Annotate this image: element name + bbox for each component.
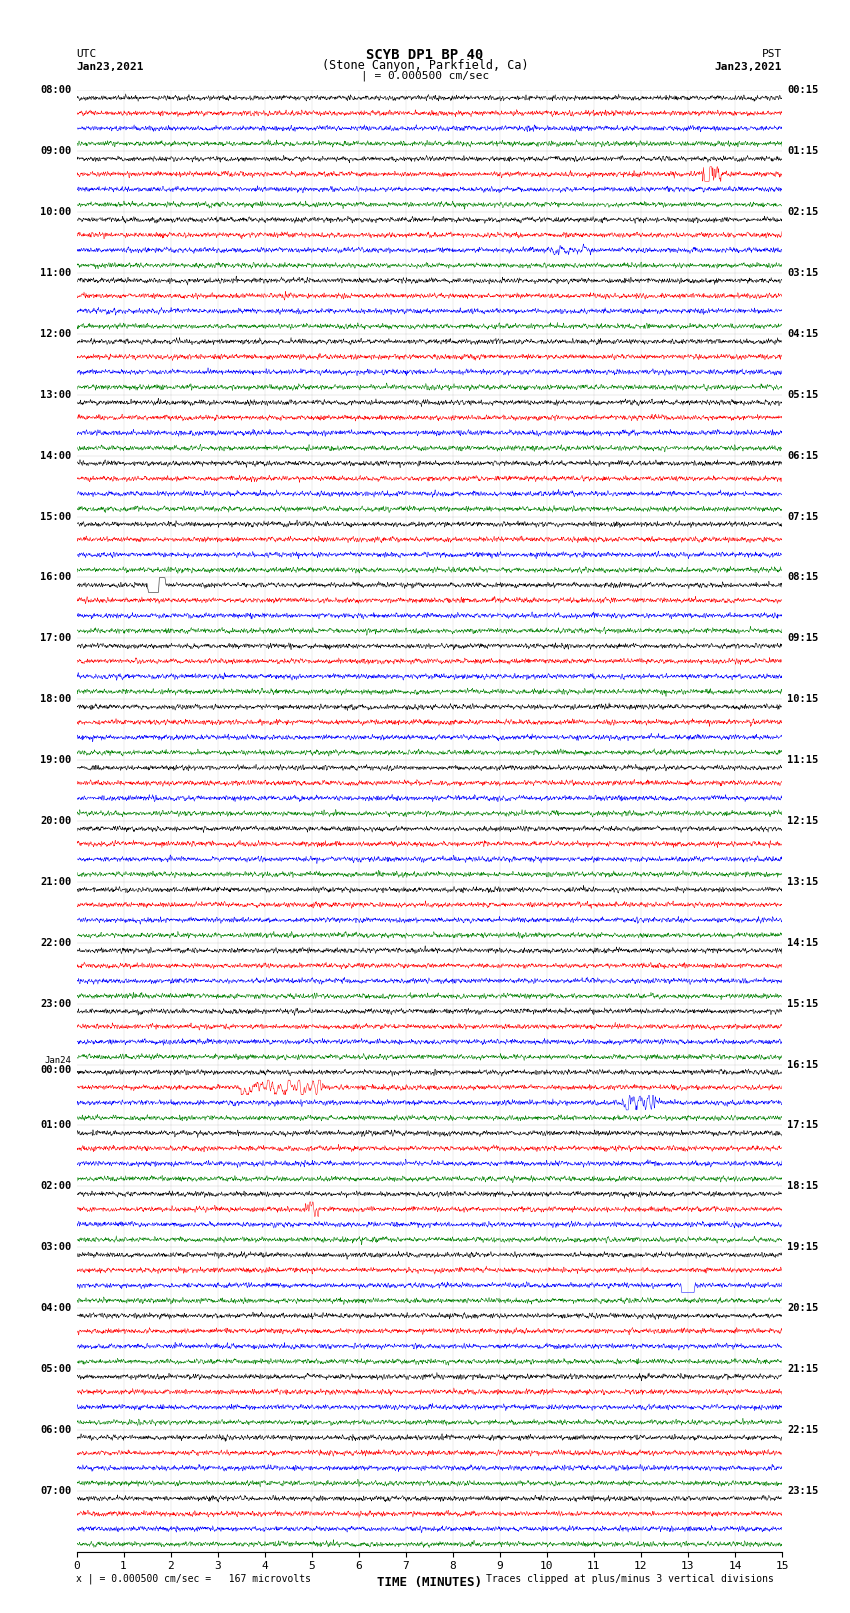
Text: SCYB DP1 BP 40: SCYB DP1 BP 40 bbox=[366, 48, 484, 63]
Text: 11:15: 11:15 bbox=[787, 755, 819, 765]
X-axis label: TIME (MINUTES): TIME (MINUTES) bbox=[377, 1576, 482, 1589]
Text: 05:00: 05:00 bbox=[40, 1365, 71, 1374]
Text: 23:15: 23:15 bbox=[787, 1486, 819, 1495]
Text: 14:00: 14:00 bbox=[40, 450, 71, 461]
Text: 00:00: 00:00 bbox=[40, 1065, 71, 1074]
Text: | = 0.000500 cm/sec: | = 0.000500 cm/sec bbox=[361, 71, 489, 82]
Text: 08:00: 08:00 bbox=[40, 85, 71, 95]
Text: 22:00: 22:00 bbox=[40, 937, 71, 948]
Text: 23:00: 23:00 bbox=[40, 998, 71, 1008]
Text: 01:15: 01:15 bbox=[787, 147, 819, 156]
Text: 11:00: 11:00 bbox=[40, 268, 71, 277]
Text: 10:00: 10:00 bbox=[40, 206, 71, 218]
Text: 12:00: 12:00 bbox=[40, 329, 71, 339]
Text: (Stone Canyon, Parkfield, Ca): (Stone Canyon, Parkfield, Ca) bbox=[321, 58, 529, 71]
Text: 08:15: 08:15 bbox=[787, 573, 819, 582]
Text: 13:00: 13:00 bbox=[40, 390, 71, 400]
Text: 13:15: 13:15 bbox=[787, 877, 819, 887]
Text: Jan24: Jan24 bbox=[45, 1055, 71, 1065]
Text: 07:15: 07:15 bbox=[787, 511, 819, 521]
Text: 06:00: 06:00 bbox=[40, 1424, 71, 1436]
Text: 14:15: 14:15 bbox=[787, 937, 819, 948]
Text: 03:00: 03:00 bbox=[40, 1242, 71, 1252]
Text: 03:15: 03:15 bbox=[787, 268, 819, 277]
Text: 00:15: 00:15 bbox=[787, 85, 819, 95]
Text: 17:15: 17:15 bbox=[787, 1121, 819, 1131]
Text: 16:15: 16:15 bbox=[787, 1060, 819, 1069]
Text: 21:15: 21:15 bbox=[787, 1365, 819, 1374]
Text: 22:15: 22:15 bbox=[787, 1424, 819, 1436]
Text: 20:15: 20:15 bbox=[787, 1303, 819, 1313]
Text: 07:00: 07:00 bbox=[40, 1486, 71, 1495]
Text: Traces clipped at plus/minus 3 vertical divisions: Traces clipped at plus/minus 3 vertical … bbox=[485, 1574, 774, 1584]
Text: 10:15: 10:15 bbox=[787, 694, 819, 705]
Text: 01:00: 01:00 bbox=[40, 1121, 71, 1131]
Text: 15:00: 15:00 bbox=[40, 511, 71, 521]
Text: UTC: UTC bbox=[76, 48, 97, 58]
Text: 20:00: 20:00 bbox=[40, 816, 71, 826]
Text: 18:15: 18:15 bbox=[787, 1181, 819, 1192]
Text: 21:00: 21:00 bbox=[40, 877, 71, 887]
Text: 05:15: 05:15 bbox=[787, 390, 819, 400]
Text: 09:15: 09:15 bbox=[787, 634, 819, 644]
Text: 19:00: 19:00 bbox=[40, 755, 71, 765]
Text: 04:15: 04:15 bbox=[787, 329, 819, 339]
Text: 18:00: 18:00 bbox=[40, 694, 71, 705]
Text: Jan23,2021: Jan23,2021 bbox=[715, 61, 782, 71]
Text: 09:00: 09:00 bbox=[40, 147, 71, 156]
Text: x | = 0.000500 cm/sec =   167 microvolts: x | = 0.000500 cm/sec = 167 microvolts bbox=[76, 1574, 311, 1584]
Text: 15:15: 15:15 bbox=[787, 998, 819, 1008]
Text: 02:00: 02:00 bbox=[40, 1181, 71, 1192]
Text: Jan23,2021: Jan23,2021 bbox=[76, 61, 144, 71]
Text: 02:15: 02:15 bbox=[787, 206, 819, 218]
Text: 16:00: 16:00 bbox=[40, 573, 71, 582]
Text: 04:00: 04:00 bbox=[40, 1303, 71, 1313]
Text: 19:15: 19:15 bbox=[787, 1242, 819, 1252]
Text: 06:15: 06:15 bbox=[787, 450, 819, 461]
Text: 12:15: 12:15 bbox=[787, 816, 819, 826]
Text: PST: PST bbox=[762, 48, 782, 58]
Text: 17:00: 17:00 bbox=[40, 634, 71, 644]
